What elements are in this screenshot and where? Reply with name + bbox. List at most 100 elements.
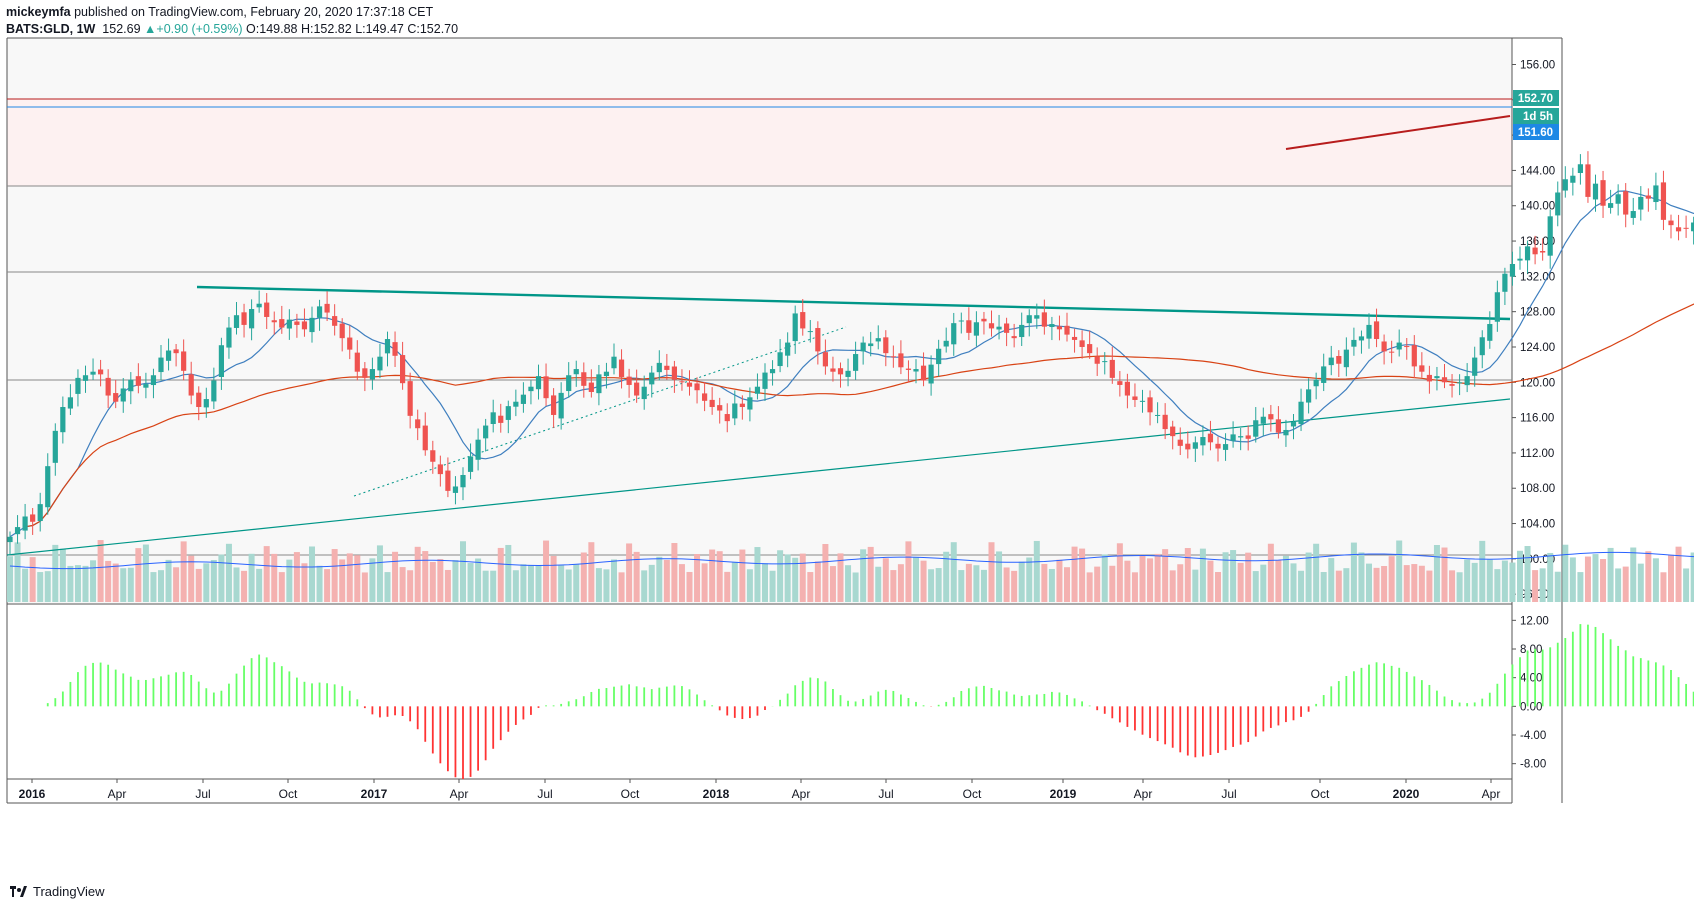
symbol-label[interactable]: BATS:GLD, 1W (6, 22, 96, 36)
volume-bar (135, 548, 142, 602)
candle-body (898, 353, 904, 368)
publisher-name[interactable]: mickeymfa (6, 5, 71, 19)
volume-bar (497, 547, 504, 602)
candle-body (1691, 222, 1694, 232)
volume-bar (588, 542, 595, 602)
volume-bar (1660, 572, 1667, 602)
volume-bar (913, 557, 919, 602)
volume-bar (1207, 560, 1214, 602)
volume-bar (1433, 545, 1440, 602)
price-tick-label: 144.00 (1520, 165, 1555, 177)
volume-bar (1041, 563, 1048, 602)
volume-bar (150, 572, 157, 602)
price-tick-label: 156.00 (1520, 59, 1555, 71)
volume-bar (580, 552, 587, 602)
volume-bar (845, 565, 852, 602)
candle-body (702, 393, 708, 401)
volume-bar (1139, 554, 1146, 602)
candle-body (777, 352, 783, 367)
volume-bar (90, 560, 97, 602)
volume-bar (74, 565, 81, 602)
volume-bar (739, 549, 746, 602)
volume-bar (1033, 540, 1040, 602)
candle-body (656, 362, 662, 373)
volume-bar (376, 545, 383, 602)
volume-bar (1532, 570, 1539, 602)
volume-bar (1441, 547, 1448, 602)
candle-body (98, 369, 104, 375)
volume-bar (241, 570, 248, 602)
candle-body (1366, 324, 1372, 339)
volume-bar (1230, 550, 1237, 602)
candle-body (1577, 164, 1583, 174)
candle-body (1389, 351, 1395, 353)
candle-body (120, 388, 126, 402)
candle-body (1615, 194, 1621, 204)
volume-bar (860, 549, 867, 602)
candle-body (792, 313, 798, 342)
volume-bar (716, 551, 723, 602)
volume-bar (686, 571, 693, 602)
candle-body (332, 316, 338, 326)
volume-bar (158, 570, 164, 602)
time-label: Oct (963, 787, 982, 801)
volume-bar (867, 546, 874, 602)
volume-bar (1305, 552, 1312, 602)
time-label: 2018 (703, 787, 730, 801)
candle-body (1358, 336, 1365, 341)
volume-bar (293, 552, 300, 602)
volume-bar (7, 556, 13, 602)
volume-bar (233, 567, 240, 602)
candle-body (203, 399, 209, 408)
osc-tick-label: 4.00 (1520, 673, 1542, 685)
candle-body (853, 354, 859, 371)
candle-body (1290, 422, 1297, 427)
candle-body (1600, 180, 1606, 206)
volume-bar (1396, 540, 1403, 602)
volume-bar (1003, 567, 1010, 602)
volume-bar (1169, 570, 1176, 602)
candle-body (1079, 340, 1085, 347)
volume-bar (648, 564, 655, 602)
volume-bar (1071, 546, 1078, 602)
volume-bar (1184, 548, 1191, 602)
volume-bar (505, 544, 512, 602)
candle-body (279, 319, 285, 328)
candle-body (1547, 216, 1553, 256)
volume-bar (271, 553, 278, 602)
candle-body (1638, 196, 1644, 210)
candle-body (785, 342, 791, 356)
candle-body (1404, 346, 1410, 348)
candle-body (1336, 355, 1342, 364)
volume-bar (444, 569, 451, 602)
volume-bar (1494, 569, 1501, 602)
volume-bar (256, 568, 263, 602)
volume-bar (1539, 568, 1546, 602)
candle-body (271, 320, 277, 323)
volume-bar (1622, 566, 1629, 602)
volume-bar (263, 546, 270, 602)
candle-body (165, 350, 172, 361)
candle-body (14, 527, 21, 535)
candle-body (362, 368, 368, 378)
volume-bar (309, 546, 315, 602)
candle-body (1034, 315, 1040, 319)
candle-body (1562, 179, 1568, 191)
candle-body (513, 401, 519, 407)
candle-body (769, 369, 776, 374)
price-chart[interactable]: 156.00152.00148.00144.00140.00136.00132.… (0, 0, 1694, 880)
volume-bar (920, 560, 927, 602)
candle-body (1487, 324, 1493, 341)
volume-bar (1645, 551, 1652, 602)
volume-bar (980, 569, 987, 602)
time-label: 2020 (1393, 787, 1420, 801)
footer-brand[interactable]: TradingView (10, 884, 105, 899)
volume-average-line (9, 551, 1694, 570)
volume-bar (482, 570, 489, 602)
volume-bar (1018, 561, 1025, 602)
volume-bar (1252, 571, 1259, 602)
ascending-support-line (6, 398, 1511, 556)
candle-body (951, 323, 957, 345)
candle-body (1623, 191, 1629, 215)
candle-body (316, 306, 323, 318)
